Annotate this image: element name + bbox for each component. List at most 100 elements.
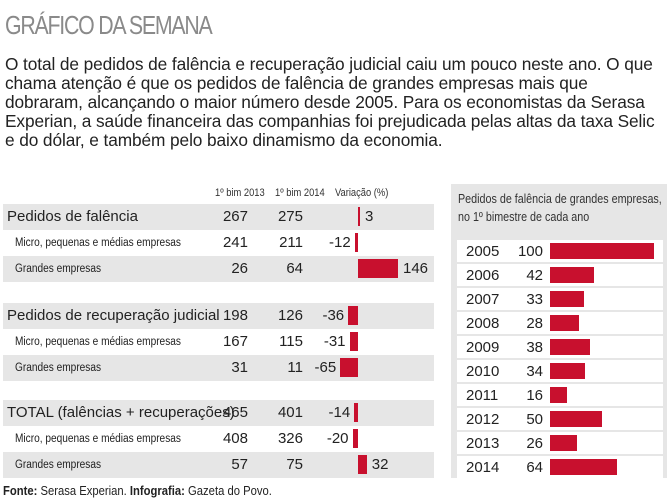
year-row: 2013 26 (457, 432, 663, 454)
year-row: 2011 16 (457, 384, 663, 406)
value-2013: 167 (222, 333, 248, 350)
variation-label: -31 (323, 333, 346, 350)
variation-label: -14 (328, 404, 351, 421)
table-row: Micro, pequenas e médias empresas 167 115 -… (3, 329, 434, 355)
variation-bar (354, 403, 358, 422)
year-label: 2010 (466, 363, 500, 380)
variation-label: 146 (403, 260, 429, 277)
yearly-chart-title-line1: Pedidos de falência de grandes empresas, (458, 192, 662, 206)
year-bar (550, 435, 578, 451)
year-row: 2008 28 (457, 312, 663, 334)
year-bar (550, 363, 586, 379)
year-label: 2006 (466, 267, 500, 284)
infographic-label: Infografia: (129, 484, 185, 498)
row-label: Pedidos de recuperação judicial (7, 307, 220, 324)
variation-bar (358, 455, 367, 474)
year-bar (550, 411, 602, 427)
variation-bar (358, 207, 360, 226)
row-label: Micro, pequenas e médias empresas (15, 237, 181, 249)
year-row: 2006 42 (457, 264, 663, 286)
table-row: Pedidos de falência 267 275 3 (3, 204, 434, 230)
value-2013: 57 (231, 456, 248, 473)
row-label: Pedidos de falência (7, 208, 138, 225)
row-label: TOTAL (falências + recuperações) (7, 404, 235, 421)
value-2013: 408 (222, 430, 248, 447)
table-row: Pedidos de recuperação judicial 198 126 -36 (3, 303, 434, 329)
table-row: TOTAL (falências + recuperações) 465 401 -1… (3, 400, 434, 426)
year-bar (550, 243, 654, 259)
year-label: 2008 (466, 315, 500, 332)
page-title: GRÁFICO DA SEMANA (5, 10, 213, 40)
value-2014: 211 (279, 234, 303, 251)
value-2014: 75 (286, 456, 303, 473)
year-label: 2005 (466, 243, 500, 260)
value-2013: 267 (222, 208, 248, 225)
variation-label: 3 (365, 208, 374, 225)
table-row: Micro, pequenas e médias empresas 241 211 -… (3, 230, 434, 256)
table-row: Grandes empresas 57 75 32 (3, 452, 434, 478)
table-row: Micro, pequenas e médias empresas 408 326 -… (3, 426, 434, 452)
year-row: 2009 38 (457, 336, 663, 358)
year-value-label: 26 (526, 435, 543, 452)
variation-label: 32 (371, 456, 389, 473)
year-value-label: 50 (526, 411, 543, 428)
year-value-label: 34 (526, 363, 543, 380)
year-value-label: 42 (526, 267, 543, 284)
value-2014: 64 (286, 260, 303, 277)
variation-label: -65 (314, 359, 337, 376)
year-bar (550, 339, 590, 355)
variation-bar (358, 259, 398, 278)
year-label: 2009 (466, 339, 500, 356)
row-label: Grandes empresas (15, 459, 102, 471)
row-label: Micro, pequenas e médias empresas (15, 336, 181, 348)
table-row: Grandes empresas 26 64 146 (3, 256, 434, 282)
column-header-2013: 1º bim 2013 (215, 187, 265, 199)
year-row: 2005 100 (457, 240, 663, 262)
row-label: Grandes empresas (15, 362, 102, 374)
value-2013: 26 (231, 260, 248, 277)
year-value-label: 28 (526, 315, 543, 332)
source-label: Fonte: (3, 484, 38, 498)
intro-paragraph: O total de pedidos de falência e recuper… (5, 54, 655, 150)
infographic-text: Gazeta do Povo. (184, 484, 272, 498)
value-2013: 31 (231, 359, 248, 376)
variation-bar (340, 358, 358, 377)
year-row: 2007 33 (457, 288, 663, 310)
value-2013: 241 (222, 234, 248, 251)
year-row: 2010 34 (457, 360, 663, 382)
yearly-chart-title-line2: no 1º bimestre de cada ano (458, 210, 590, 224)
variation-label: -36 (322, 307, 345, 324)
value-2013: 465 (222, 404, 248, 421)
source-credit: Fonte: Serasa Experian. Infografia: Gaze… (3, 484, 272, 498)
variation-bar (352, 429, 358, 448)
value-2014: 11 (287, 359, 303, 376)
year-row: 2012 50 (457, 408, 663, 430)
value-2014: 275 (277, 208, 303, 225)
value-2013: 198 (222, 307, 248, 324)
variation-label: -20 (326, 430, 349, 447)
value-2014: 326 (277, 430, 303, 447)
year-value-label: 64 (526, 459, 543, 476)
column-header-2014: 1º bim 2014 (275, 187, 325, 199)
year-label: 2011 (466, 387, 499, 404)
row-label: Grandes empresas (15, 263, 102, 275)
year-bar (550, 459, 617, 475)
year-label: 2013 (466, 435, 500, 452)
year-row: 2014 64 (457, 456, 663, 478)
yearly-chart-title: Pedidos de falência de grandes empresas,… (458, 190, 662, 226)
source-text: Serasa Experian. (37, 484, 130, 498)
year-value-label: 33 (526, 291, 543, 308)
value-2014: 401 (277, 404, 303, 421)
variation-bar (348, 306, 358, 325)
year-bar (550, 291, 585, 307)
year-value-label: 38 (526, 339, 543, 356)
year-bar (550, 387, 567, 403)
year-value-label: 16 (526, 387, 543, 404)
row-label: Micro, pequenas e médias empresas (15, 433, 181, 445)
year-label: 2012 (466, 411, 500, 428)
variation-label: -12 (329, 234, 351, 251)
variation-bar (349, 332, 358, 351)
year-bar (550, 267, 594, 283)
year-label: 2007 (466, 291, 500, 308)
table-row: Grandes empresas 31 11 -65 (3, 355, 434, 381)
